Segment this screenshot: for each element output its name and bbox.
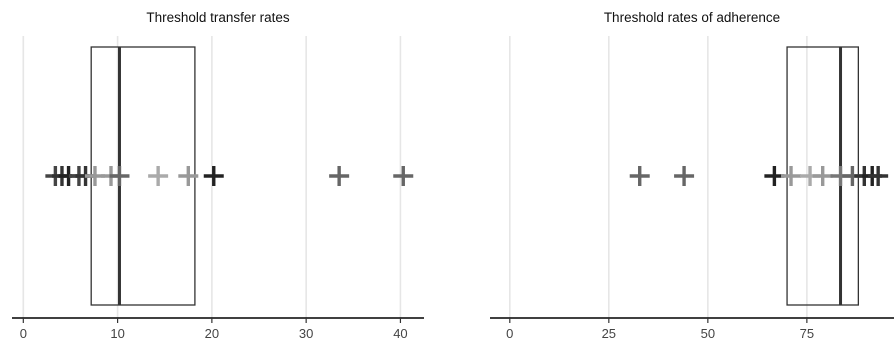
x-tick-label: 30 xyxy=(299,326,313,341)
data-point xyxy=(178,166,199,186)
data-point xyxy=(329,166,350,186)
data-point xyxy=(393,166,414,186)
x-tick-label: 0 xyxy=(506,326,513,341)
x-tick-label: 20 xyxy=(205,326,219,341)
x-tick-label: 50 xyxy=(701,326,715,341)
panel-1: Threshold transfer rates 0 10 20 30 40 xyxy=(12,10,424,341)
data-point xyxy=(148,166,169,186)
panel-title: Threshold rates of adherence xyxy=(604,10,780,25)
data-point xyxy=(674,166,695,186)
data-point xyxy=(781,166,802,186)
panel-title: Threshold transfer rates xyxy=(146,10,290,25)
data-point xyxy=(203,166,224,186)
data-point xyxy=(109,166,130,186)
x-tick-label: 25 xyxy=(602,326,616,341)
data-point xyxy=(812,166,833,186)
x-tick-label: 10 xyxy=(110,326,124,341)
x-tick-label: 40 xyxy=(393,326,407,341)
data-point xyxy=(868,166,889,186)
x-tick-label: 75 xyxy=(800,326,814,341)
data-point xyxy=(629,166,650,186)
panel-2: Threshold rates of adherence 0 25 50 75 xyxy=(490,10,894,341)
x-tick-label: 0 xyxy=(20,326,27,341)
